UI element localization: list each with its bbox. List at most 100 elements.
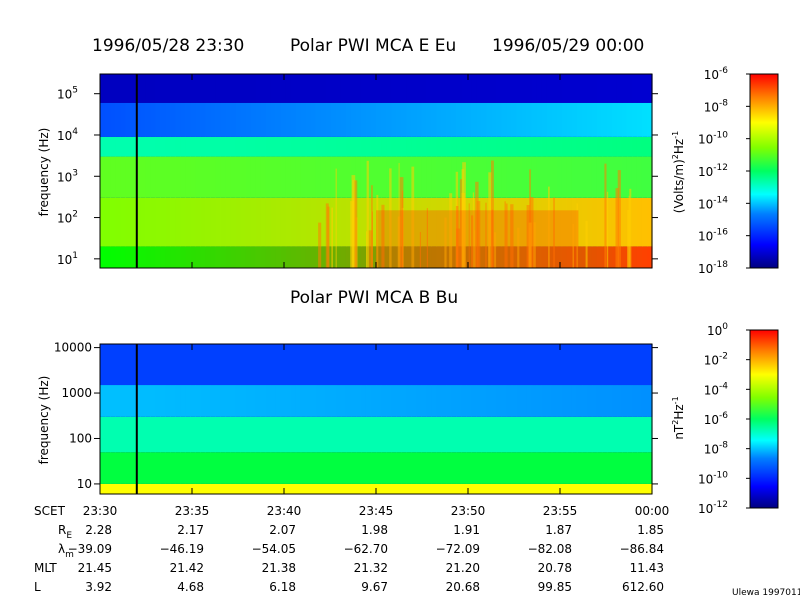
band-cell xyxy=(255,385,262,417)
colorbar-tick-label: 10-6 xyxy=(704,66,729,82)
band-cell xyxy=(576,344,583,386)
band-cell xyxy=(275,102,282,137)
band-cell xyxy=(120,246,126,268)
band-cell xyxy=(581,483,588,494)
band-cell xyxy=(441,416,447,453)
band-cell xyxy=(120,197,126,247)
band-cell xyxy=(481,385,487,417)
band-cell xyxy=(110,483,116,494)
band-cell xyxy=(360,452,367,484)
band-cell xyxy=(160,416,166,453)
band-cell xyxy=(190,156,196,198)
band-cell xyxy=(556,74,563,103)
start-time: 1996/05/28 23:30 xyxy=(92,36,244,56)
band-cell xyxy=(641,102,648,137)
band-cell xyxy=(391,102,397,137)
band-cell xyxy=(355,102,362,137)
colorbar-tick-label: 10-10 xyxy=(698,131,728,147)
band-cell xyxy=(165,197,171,247)
band-cell xyxy=(506,136,513,157)
burst-mark xyxy=(528,222,532,268)
band-cell xyxy=(205,385,211,417)
y-tick-label: 100 xyxy=(69,431,92,445)
band-cell xyxy=(225,344,232,386)
band-cell xyxy=(591,156,598,198)
band-cell xyxy=(411,344,417,386)
burst-mark xyxy=(553,197,555,268)
band-cell xyxy=(491,385,498,417)
band-cell xyxy=(511,483,518,494)
band-cell xyxy=(471,74,477,103)
band-cell xyxy=(100,246,106,268)
band-cell xyxy=(426,156,432,198)
band-cell xyxy=(300,197,307,247)
band-cell xyxy=(240,483,247,494)
band-cell xyxy=(120,416,126,453)
band-cell xyxy=(260,197,267,247)
band-cell xyxy=(456,136,462,157)
band-cell xyxy=(145,385,151,417)
band-cell xyxy=(541,136,548,157)
band-cell xyxy=(446,416,452,453)
band-cell xyxy=(275,197,282,247)
band-cell xyxy=(396,74,402,103)
band-cell xyxy=(285,156,292,198)
band-cell xyxy=(160,102,166,137)
band-cell xyxy=(521,483,528,494)
band-cell xyxy=(120,156,126,198)
band-cell xyxy=(536,385,543,417)
band-cell xyxy=(310,385,317,417)
band-cell xyxy=(431,136,437,157)
band-cell xyxy=(150,385,156,417)
band-cell xyxy=(406,136,412,157)
band-cell xyxy=(295,385,302,417)
band-cell xyxy=(290,136,297,157)
ephemeris-value: 23:30 xyxy=(83,504,118,518)
band-cell xyxy=(541,344,548,386)
burst-mark xyxy=(606,191,609,268)
band-cell xyxy=(220,136,227,157)
band-cell xyxy=(185,416,191,453)
band-cell xyxy=(315,156,322,198)
band-cell xyxy=(155,197,161,247)
band-cell xyxy=(586,197,593,247)
band-cell xyxy=(381,483,387,494)
ephemeris-value: 21.45 xyxy=(78,561,112,575)
band-cell xyxy=(506,452,513,484)
band-cell xyxy=(260,452,267,484)
band-cell xyxy=(325,156,332,198)
band-cell xyxy=(210,344,217,386)
colorbar-tick-label: 10-4 xyxy=(704,381,729,397)
band-cell xyxy=(551,483,558,494)
band-cell xyxy=(591,102,598,137)
band-cell xyxy=(350,136,357,157)
band-cell xyxy=(135,452,141,484)
band-cell xyxy=(406,452,412,484)
band-cell xyxy=(140,102,146,137)
band-cell xyxy=(646,102,653,137)
band-cell xyxy=(521,136,528,157)
band-cell xyxy=(381,156,387,198)
band-cell xyxy=(596,136,603,157)
band-cell xyxy=(245,344,252,386)
band-cell xyxy=(200,102,206,137)
band-cell xyxy=(300,385,307,417)
band-cell xyxy=(135,197,141,247)
band-cell xyxy=(170,136,176,157)
band-cell xyxy=(456,102,462,137)
band-cell xyxy=(416,74,422,103)
band-cell xyxy=(140,385,146,417)
band-cell xyxy=(446,102,452,137)
band-cell xyxy=(571,102,578,137)
band-cell xyxy=(466,385,472,417)
band-cell xyxy=(436,74,442,103)
band-cell xyxy=(426,136,432,157)
band-cell xyxy=(140,344,146,386)
band-cell xyxy=(305,246,312,268)
band-cell xyxy=(606,385,613,417)
band-cell xyxy=(125,74,131,103)
band-cell xyxy=(280,197,287,247)
band-cell xyxy=(210,102,217,137)
burst-mark xyxy=(491,160,494,268)
band-cell xyxy=(501,197,508,247)
